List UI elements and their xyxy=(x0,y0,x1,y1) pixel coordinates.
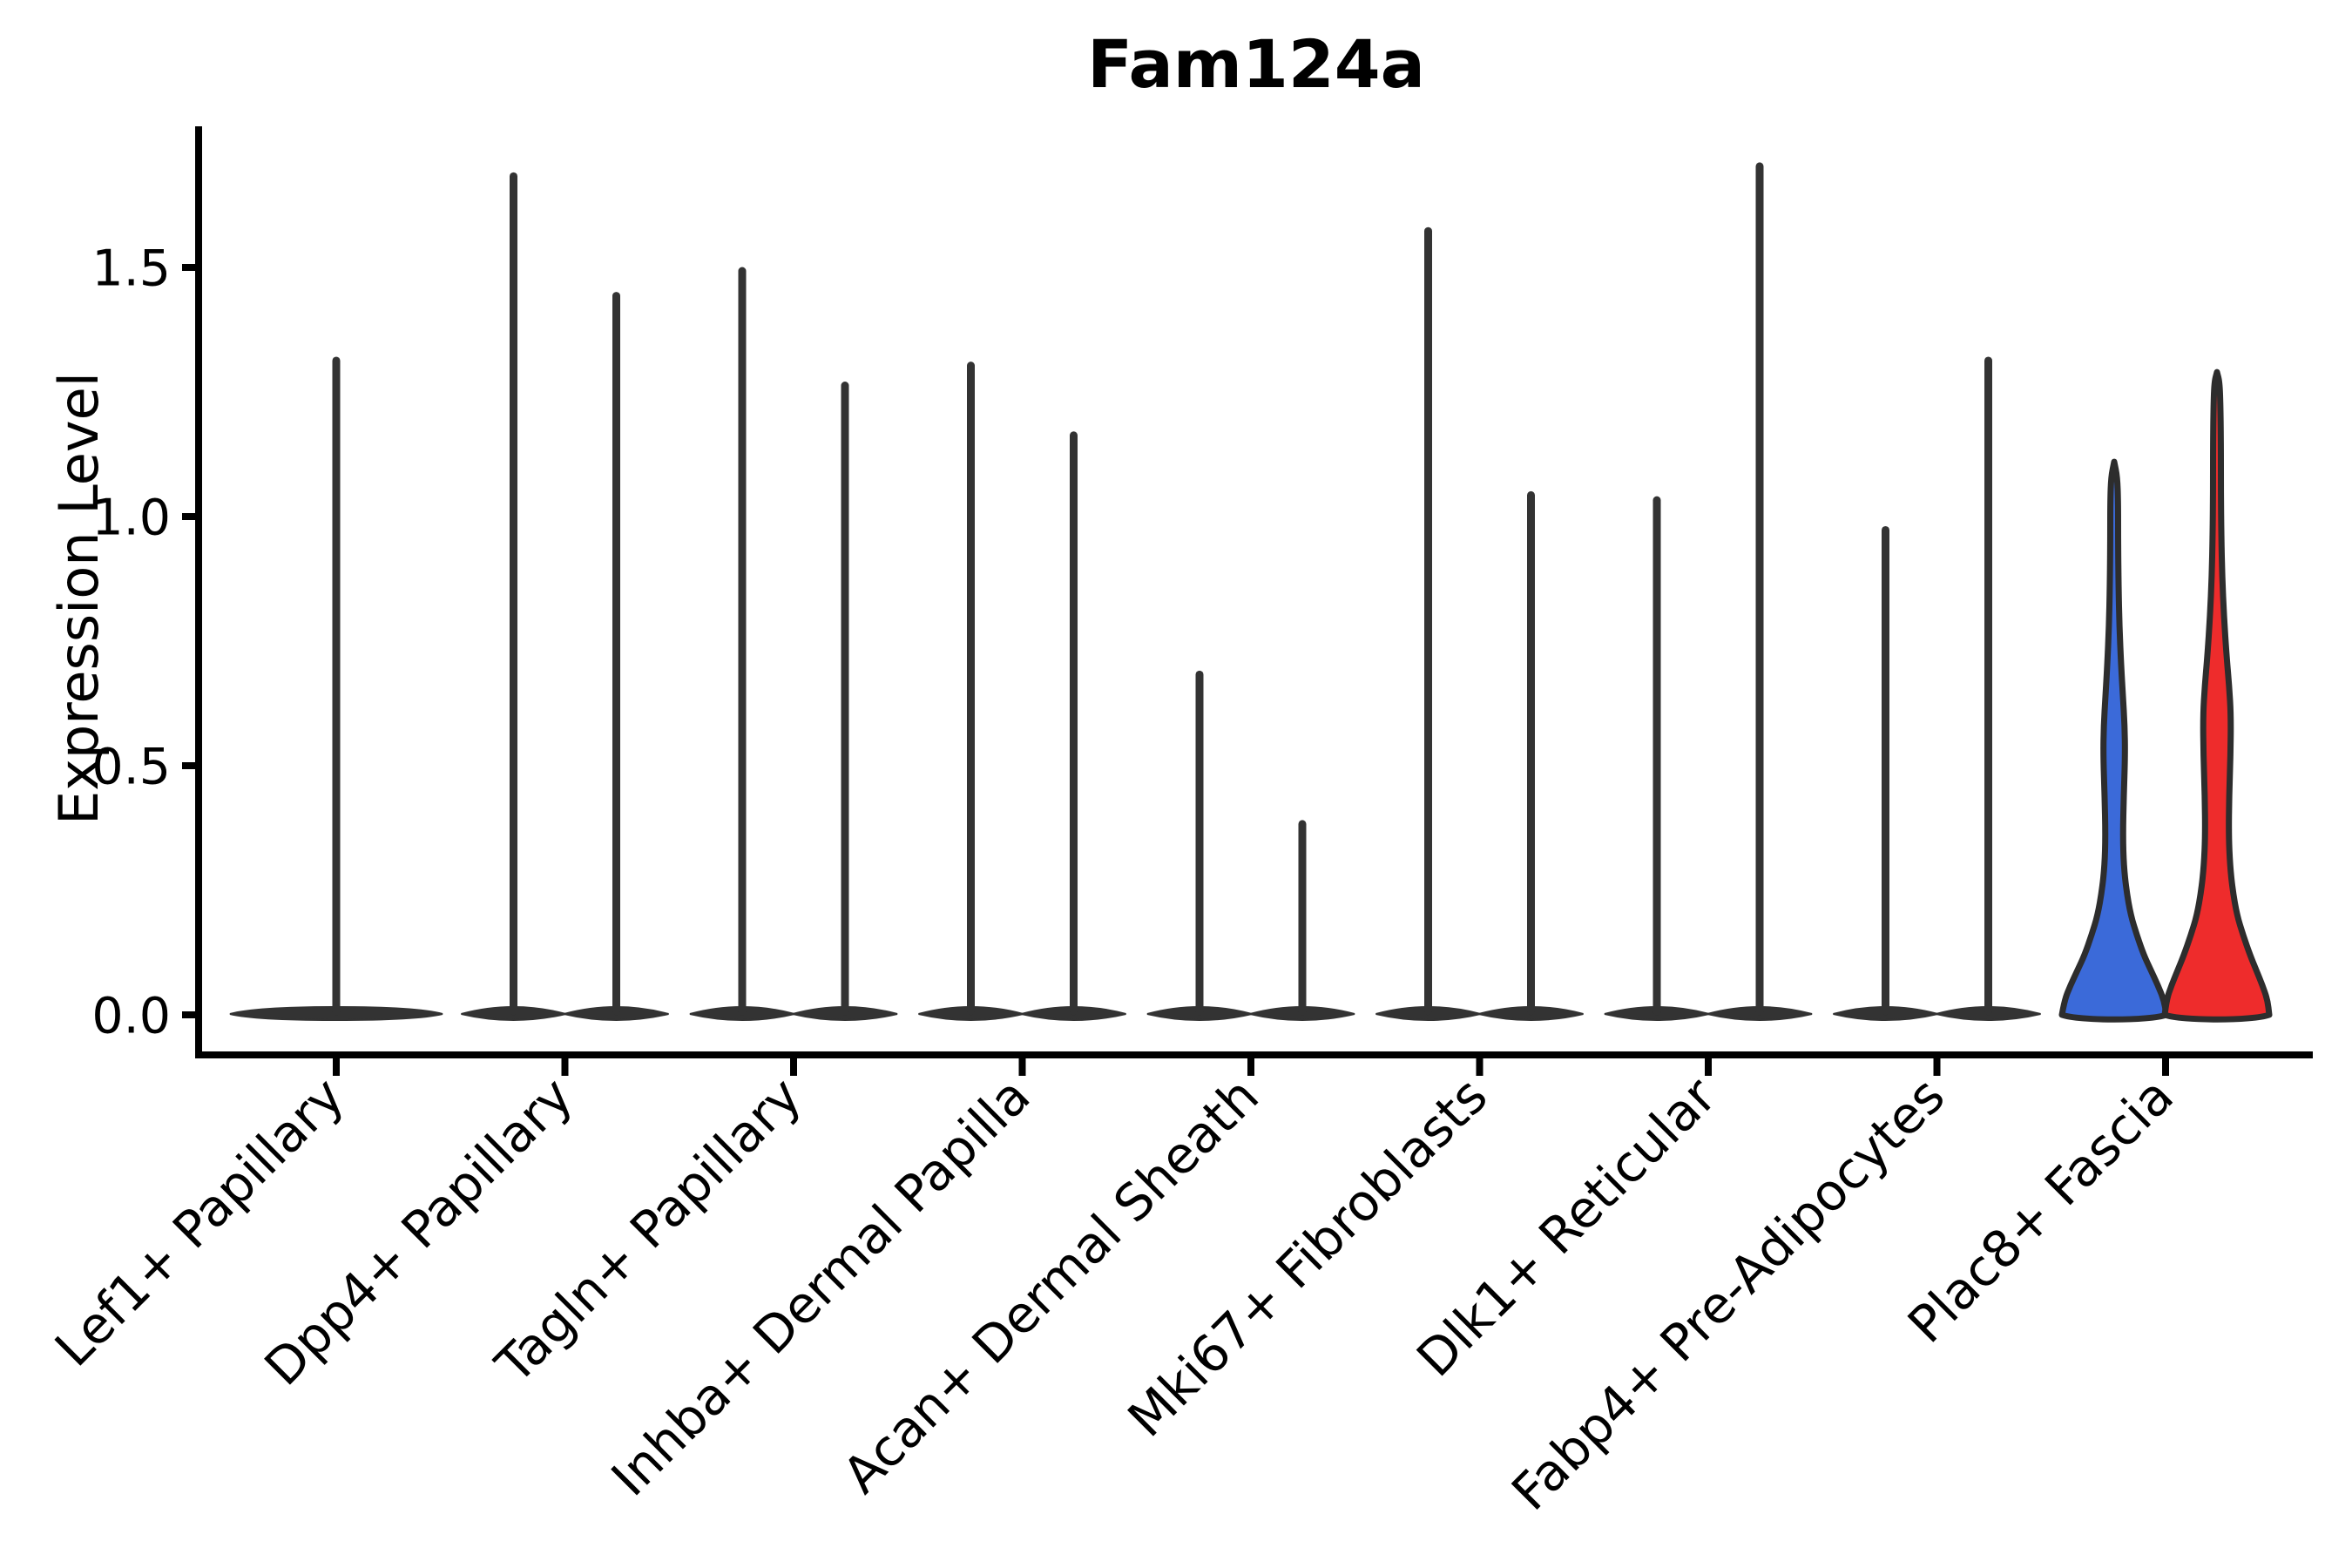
y-tick-label: 1.0 xyxy=(91,490,171,547)
y-tick-label: 1.5 xyxy=(91,240,171,298)
x-tick-label: Fabp4+ Pre-Adipocytes xyxy=(1500,1066,1956,1522)
violins-group xyxy=(229,162,2273,1023)
y-axis-label: Expression Level xyxy=(47,372,111,825)
x-tick-label: Inhba+ Dermal Papilla xyxy=(600,1066,1042,1508)
x-tick-label: Acan+ Dermal Sheath xyxy=(831,1066,1269,1504)
chart-title: Fam124a xyxy=(1087,25,1425,103)
y-tick-label: 0.0 xyxy=(91,988,171,1045)
y-tick-label: 0.5 xyxy=(91,739,171,796)
violin-blue xyxy=(2058,458,2170,1023)
violin-red xyxy=(2161,368,2273,1023)
